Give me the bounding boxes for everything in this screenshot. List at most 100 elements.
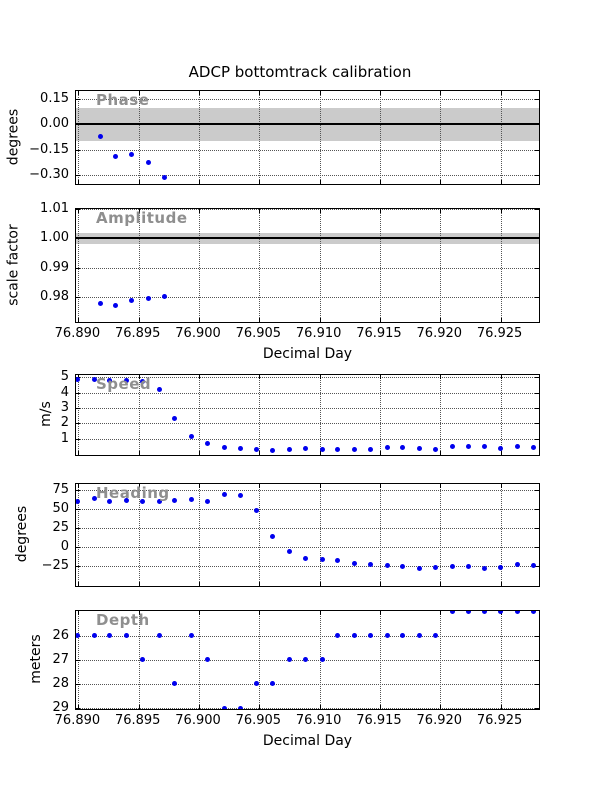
y-tick-mark	[535, 149, 539, 151]
data-point	[221, 705, 227, 709]
data-point	[172, 497, 178, 503]
data-point	[139, 378, 145, 384]
y-tick-label: −0.30	[29, 166, 69, 182]
x-gridline	[259, 611, 261, 709]
x-gridline	[500, 375, 502, 455]
x-tick-mark	[259, 91, 261, 95]
x-gridline	[259, 209, 261, 322]
x-tick-label: 76.910	[295, 713, 342, 728]
y-gridline	[76, 565, 539, 567]
data-point	[417, 445, 423, 451]
x-gridline	[78, 484, 80, 586]
x-tick-mark	[440, 705, 442, 709]
data-point	[237, 446, 243, 452]
data-point	[352, 633, 358, 639]
x-tick-label: 76.920	[416, 713, 463, 728]
data-point	[319, 657, 325, 663]
x-gridline	[319, 209, 321, 322]
data-point	[270, 534, 276, 540]
x-gridline	[199, 611, 201, 709]
data-point	[367, 561, 373, 567]
x-tick-mark	[78, 611, 80, 615]
x-tick-mark	[199, 611, 201, 615]
data-point	[107, 633, 113, 639]
data-point	[124, 377, 130, 383]
y-tick-label: 3	[60, 399, 69, 415]
y-tick-mark	[535, 407, 539, 409]
data-point	[514, 444, 520, 450]
x-tick-mark	[259, 209, 261, 213]
subplot-label-phase: Phase	[96, 91, 150, 109]
x-gridline	[138, 375, 140, 455]
x-gridline	[199, 91, 201, 184]
y-gridline	[76, 508, 539, 510]
y-tick-mark	[76, 527, 80, 529]
x-tick-mark	[500, 582, 502, 586]
data-point	[514, 562, 520, 568]
data-point	[237, 492, 243, 498]
y-tick-mark	[76, 508, 80, 510]
data-point	[432, 446, 438, 452]
x-gridline	[259, 484, 261, 586]
x-tick-label: 76.900	[175, 326, 221, 341]
x-gridline	[78, 209, 80, 322]
x-tick-mark	[440, 611, 442, 615]
x-tick-mark	[138, 180, 140, 184]
reference-line	[76, 123, 539, 126]
x-tick-mark	[78, 209, 80, 213]
y-axis-label-speed: m/s	[38, 401, 54, 427]
x-tick-mark	[259, 318, 261, 322]
x-tick-mark	[138, 611, 140, 615]
x-tick-mark	[199, 318, 201, 322]
axes-phase: Phase	[75, 90, 540, 185]
x-tick-label: 76.905	[235, 713, 282, 728]
data-point	[161, 294, 167, 300]
y-tick-label: 0.98	[40, 289, 69, 305]
data-point	[384, 444, 390, 450]
x-tick-mark	[319, 209, 321, 213]
y-tick-mark	[535, 659, 539, 661]
y-tick-label: 50	[52, 500, 69, 516]
data-point	[417, 566, 423, 572]
y-tick-mark	[76, 565, 80, 567]
x-tick-mark	[500, 180, 502, 184]
data-point	[254, 507, 260, 513]
data-point	[384, 563, 390, 569]
data-point	[432, 633, 438, 639]
x-tick-mark	[138, 375, 140, 379]
x-tick-mark	[138, 209, 140, 213]
x-tick-mark	[379, 209, 381, 213]
x-tick-label: 76.910	[295, 326, 342, 341]
data-point	[319, 557, 325, 563]
x-tick-mark	[259, 582, 261, 586]
subplot-label-depth: Depth	[96, 611, 150, 629]
x-tick-label: 76.900	[175, 713, 221, 728]
axes-depth: Depth	[75, 610, 540, 710]
x-tick-mark	[500, 484, 502, 488]
x-tick-mark	[78, 375, 80, 379]
y-tick-label: 0.15	[40, 91, 69, 107]
y-tick-label: 25	[52, 519, 69, 535]
x-gridline	[78, 375, 80, 455]
x-tick-mark	[500, 209, 502, 213]
data-point	[335, 633, 341, 639]
reference-line	[76, 237, 539, 240]
x-tick-mark	[440, 180, 442, 184]
y-tick-mark	[535, 546, 539, 548]
x-tick-mark	[500, 375, 502, 379]
x-tick-mark	[319, 451, 321, 455]
plot-area-phase: Phase	[76, 91, 539, 184]
x-tick-mark	[440, 582, 442, 586]
data-point	[498, 564, 504, 570]
x-gridline	[319, 484, 321, 586]
x-tick-mark	[500, 91, 502, 95]
data-point	[530, 445, 536, 451]
data-point	[237, 705, 243, 709]
plot-area-heading: Heading	[76, 484, 539, 586]
y-gridline	[76, 407, 539, 409]
x-tick-mark	[78, 705, 80, 709]
x-gridline	[199, 484, 201, 586]
data-point	[113, 153, 119, 159]
data-point	[189, 497, 195, 503]
y-gridline	[76, 174, 539, 176]
